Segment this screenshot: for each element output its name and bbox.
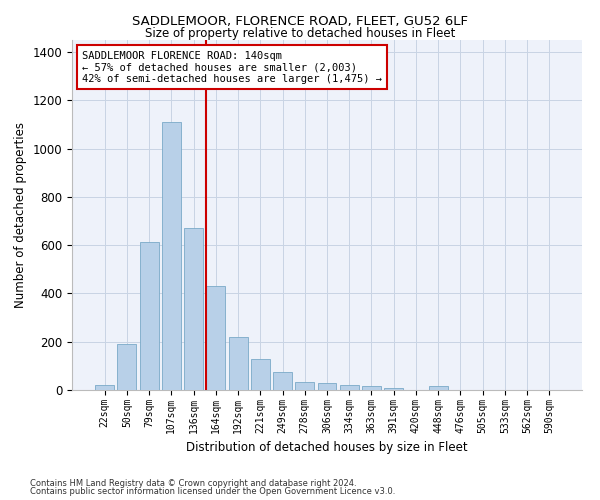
Bar (429, 386, 448, 390)
X-axis label: Distribution of detached houses by size in Fleet: Distribution of detached houses by size … (186, 441, 468, 454)
Bar (206, 286, 225, 390)
Text: Size of property relative to detached houses in Fleet: Size of property relative to detached ho… (145, 28, 455, 40)
Text: Contains HM Land Registry data © Crown copyright and database right 2024.: Contains HM Land Registry data © Crown c… (30, 478, 356, 488)
Bar (184, 228, 203, 390)
Bar (251, 358, 270, 390)
Bar (317, 383, 337, 390)
Text: SADDLEMOOR, FLORENCE ROAD, FLEET, GU52 6LF: SADDLEMOOR, FLORENCE ROAD, FLEET, GU52 6… (132, 15, 468, 28)
Text: SADDLEMOOR FLORENCE ROAD: 140sqm
← 57% of detached houses are smaller (2,003)
42: SADDLEMOOR FLORENCE ROAD: 140sqm ← 57% o… (82, 50, 382, 84)
Bar (162, 122, 181, 390)
Bar (229, 337, 248, 390)
Bar (384, 388, 403, 390)
Text: Contains public sector information licensed under the Open Government Licence v3: Contains public sector information licen… (30, 487, 395, 496)
Bar (118, 344, 136, 390)
Bar (362, 386, 381, 390)
Y-axis label: Number of detached properties: Number of detached properties (14, 122, 27, 308)
Bar (95, 385, 114, 390)
Bar (273, 372, 292, 390)
Bar (340, 385, 359, 390)
Bar (140, 242, 158, 390)
Bar (295, 382, 314, 390)
